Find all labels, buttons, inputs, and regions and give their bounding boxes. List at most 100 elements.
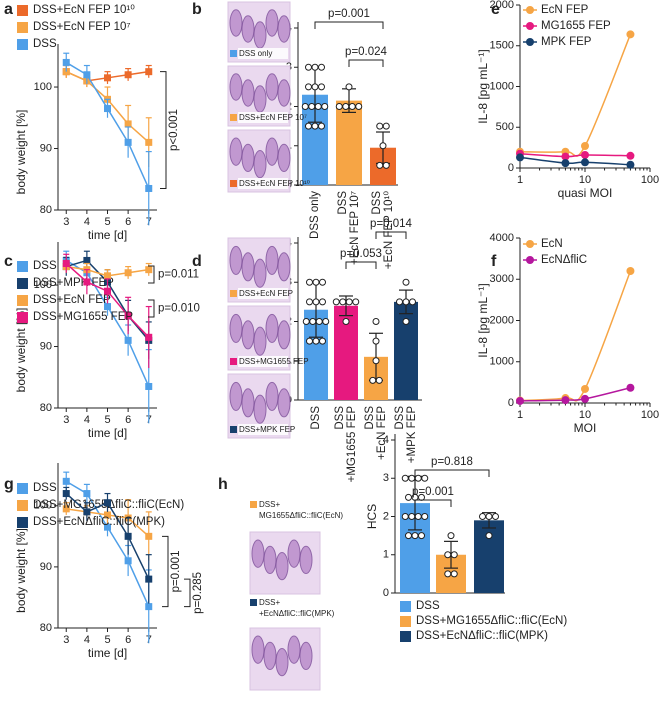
- point: [145, 68, 153, 76]
- data-point: [408, 513, 416, 520]
- data-point: [312, 298, 320, 306]
- histology-texture: [263, 545, 277, 575]
- x-tick-label: 3: [63, 216, 69, 228]
- point: [124, 312, 132, 320]
- data-point: [348, 103, 356, 110]
- image-label-swatch: [250, 501, 257, 508]
- x-tick-label: 5: [104, 634, 110, 646]
- y-axis-label: IL-8 [pg mL⁻¹]: [476, 49, 490, 123]
- legend-label: EcN: [541, 238, 563, 250]
- image-label-bg: [238, 112, 288, 123]
- y-tick-label: 1: [383, 549, 389, 561]
- image-label-bg: [238, 424, 288, 435]
- image-label-bg: [238, 178, 288, 189]
- data-point: [402, 298, 410, 306]
- y-tick-label: 2000: [490, 0, 514, 11]
- histology-texture: [229, 313, 243, 343]
- legend-marker: [17, 500, 28, 511]
- point: [626, 160, 635, 169]
- x-tick-label: 4: [84, 634, 90, 646]
- image-label: DSS+MPK FEP: [239, 425, 295, 434]
- image-label-swatch: [230, 180, 237, 187]
- legend-label: DSS+EcN FEP 10¹⁰: [33, 4, 135, 16]
- x-tick-label: 3: [63, 414, 69, 426]
- x-axis-label: quasi MOI: [558, 186, 613, 200]
- point: [561, 152, 570, 161]
- x-tick-label: 6: [125, 634, 131, 646]
- histology-texture: [263, 641, 277, 671]
- y-tick-label: 80: [40, 402, 52, 414]
- histology-texture: [241, 15, 255, 43]
- point: [145, 603, 153, 611]
- data-point: [301, 103, 309, 110]
- image-label: DSS+MG1655 FEP: [239, 357, 309, 366]
- data-point: [319, 278, 326, 286]
- data-point: [444, 570, 452, 578]
- legend-marker: [526, 6, 534, 14]
- legend-label: DSS+EcN FEP 10⁷: [33, 21, 131, 33]
- y-tick-label: 90: [40, 340, 52, 352]
- data-point: [402, 318, 410, 325]
- series-line: [519, 270, 632, 402]
- x-tick-label: 1: [517, 174, 523, 186]
- y-tick-label: 2000: [490, 314, 514, 326]
- series-line: [519, 34, 632, 157]
- histology-texture: [253, 85, 267, 113]
- point: [104, 523, 111, 531]
- point: [145, 333, 153, 341]
- panel-letter: e: [491, 1, 500, 18]
- histology-texture: [277, 388, 291, 418]
- significance-label: p=0.011: [158, 269, 199, 281]
- x-tick-label: +EcN FEP 10⁷: [349, 191, 361, 265]
- data-point: [318, 122, 325, 130]
- point: [83, 490, 91, 498]
- x-tick-label: +MG1655 FEP: [346, 406, 358, 483]
- data-point: [345, 83, 353, 91]
- histology-texture: [277, 15, 291, 43]
- data-point: [339, 298, 347, 306]
- data-point: [418, 532, 425, 540]
- panel-letter: a: [4, 1, 13, 18]
- panel-letter: h: [218, 476, 228, 493]
- data-point: [414, 513, 422, 520]
- data-point: [376, 161, 384, 169]
- x-tick-label: DSS: [337, 191, 349, 215]
- data-point: [355, 103, 363, 110]
- image-label: DSS only: [239, 49, 272, 58]
- x-tick-label: DSS: [334, 406, 346, 430]
- data-point: [450, 570, 458, 578]
- image-label: DSS+EcN FEP: [239, 289, 293, 298]
- legend-marker: [17, 312, 28, 323]
- data-point: [450, 551, 458, 559]
- data-point: [332, 298, 340, 306]
- data-point: [485, 513, 493, 520]
- data-point: [321, 103, 329, 110]
- x-axis-label: time [d]: [88, 228, 127, 242]
- data-point: [444, 551, 452, 559]
- y-tick-label: 500: [496, 121, 514, 133]
- legend-marker: [17, 22, 28, 33]
- legend-marker: [17, 39, 28, 50]
- x-axis-label: time [d]: [88, 426, 127, 440]
- significance-bracket: [348, 59, 384, 67]
- data-point: [414, 474, 422, 482]
- significance-bracket: [162, 535, 169, 608]
- histology-texture: [277, 252, 291, 282]
- point: [581, 141, 589, 150]
- point: [626, 383, 635, 392]
- legend-label: DSS+MG1655ΔfliC::fliC(EcN): [416, 615, 567, 627]
- point: [83, 256, 91, 264]
- histology-texture: [229, 381, 243, 411]
- significance-label: p=0.010: [158, 303, 200, 315]
- data-point: [492, 513, 499, 520]
- x-tick-label: 10: [579, 174, 591, 186]
- data-point: [319, 337, 326, 345]
- y-axis-label: body weight [%]: [14, 528, 28, 613]
- legend-label: DSS+MG1655 FEP: [33, 311, 133, 323]
- panel-letter: d: [192, 253, 202, 270]
- point: [581, 394, 589, 403]
- series-line: [519, 156, 631, 166]
- data-point: [305, 63, 312, 71]
- image-label: DSS+: [259, 598, 280, 607]
- point: [145, 382, 153, 390]
